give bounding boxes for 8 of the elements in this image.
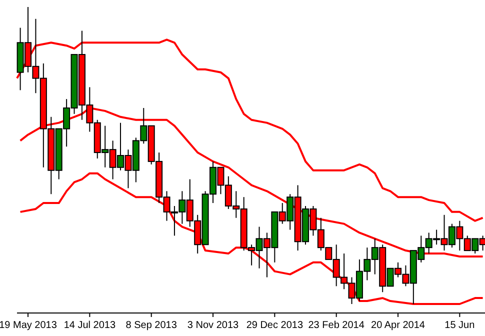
x-tick-label: 20 Apr 2014 [371, 320, 426, 331]
x-tick-label: 14 Jul 2013 [64, 320, 116, 331]
x-tick-label: 23 Feb 2014 [308, 320, 365, 331]
x-tick-label: 3 Nov 2013 [187, 320, 240, 331]
x-tick-label: 19 May 2013 [0, 320, 58, 331]
x-tick-label: 29 Dec 2013 [246, 320, 304, 331]
x-tick-label: 15 Jun [444, 320, 475, 331]
x-tick-label: 8 Sep 2013 [126, 320, 178, 331]
